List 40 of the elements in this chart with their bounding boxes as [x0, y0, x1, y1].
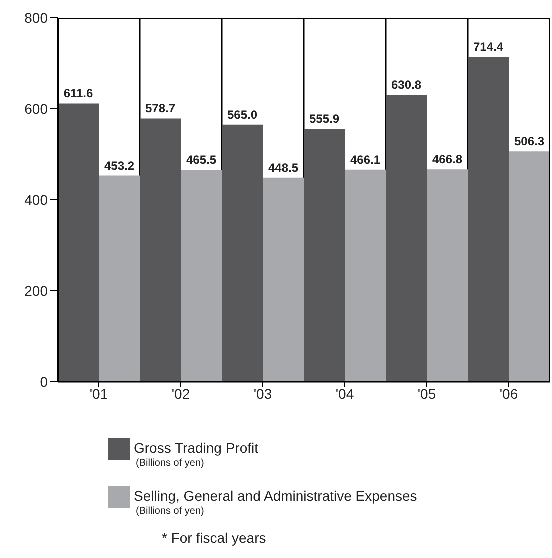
y-tick-label: 400 [24, 192, 48, 208]
text: * For fiscal years [162, 530, 266, 546]
legend-label: Gross Trading Profit [134, 440, 258, 456]
bar [181, 170, 222, 382]
y-tick-label: 200 [24, 282, 48, 299]
data-label: 611.6 [64, 86, 94, 101]
bar [509, 152, 550, 382]
legend-label: Selling, General and Administrative Expenses [134, 488, 418, 504]
data-label: 555.9 [309, 112, 340, 126]
bar [304, 129, 345, 382]
text: (Billions of yen) [136, 506, 204, 517]
y-tick-label: 600 [24, 100, 48, 117]
bar [345, 170, 386, 382]
x-tick-label: '01 [90, 386, 108, 402]
data-label: 466.1 [350, 152, 381, 167]
data-label: 506.3 [514, 134, 545, 149]
bar [468, 56, 509, 382]
bar [58, 104, 99, 382]
bar [386, 94, 427, 382]
bar [99, 176, 140, 382]
data-label: 448.5 [268, 160, 299, 175]
data-label: 630.8 [391, 78, 422, 92]
data-label: 578.7 [145, 102, 176, 116]
text: (Billions of yen) [136, 458, 204, 469]
y-tick-label: 0 [40, 374, 48, 390]
bar [427, 170, 468, 382]
bar [263, 178, 304, 382]
data-label: 714.4 [473, 40, 504, 54]
data-label: 466.8 [432, 152, 463, 167]
x-tick-label: '05 [418, 386, 436, 402]
data-label: 565.0 [227, 108, 258, 122]
x-tick-label: '02 [172, 386, 190, 402]
data-label: 453.2 [104, 158, 135, 173]
x-tick-label: '03 [254, 386, 272, 402]
data-label: 465.5 [186, 153, 217, 168]
bar [140, 118, 181, 382]
y-tick-label: 800 [24, 10, 48, 26]
x-tick-label: '04 [336, 386, 354, 402]
x-tick-label: '06 [500, 386, 518, 402]
bar [222, 124, 263, 382]
